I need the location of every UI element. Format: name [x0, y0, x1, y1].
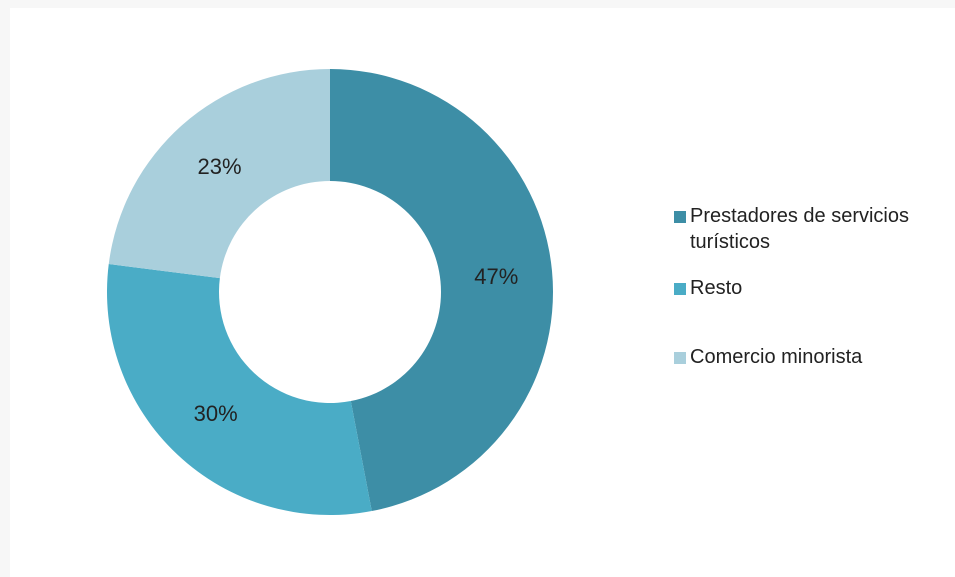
- data-label-prestadores: 47%: [474, 264, 518, 289]
- chart-area: 47% 30% 23% Prestadores de servicios turís…: [10, 8, 955, 577]
- data-label-comercio: 23%: [198, 154, 242, 179]
- legend-swatch-comercio: [674, 352, 686, 364]
- legend-label-prestadores: Prestadores de servicios turísticos: [690, 205, 909, 253]
- slice-comercio: [108, 69, 330, 279]
- legend-swatch-resto: [674, 283, 686, 295]
- slice-resto: [107, 264, 372, 515]
- legend-item-prestadores: Prestadores de servicios turísticos: [674, 203, 955, 255]
- legend-label-resto: Resto: [690, 277, 743, 299]
- legend-item-resto: Resto: [674, 275, 955, 301]
- legend-item-comercio: Comercio minorista: [674, 344, 955, 370]
- legend-swatch-prestadores: [674, 211, 686, 223]
- data-label-resto: 30%: [194, 401, 238, 426]
- donut-chart: 47% 30% 23%: [107, 69, 553, 515]
- legend-label-comercio: Comercio minorista: [690, 346, 863, 368]
- slice-prestadores: [330, 69, 553, 512]
